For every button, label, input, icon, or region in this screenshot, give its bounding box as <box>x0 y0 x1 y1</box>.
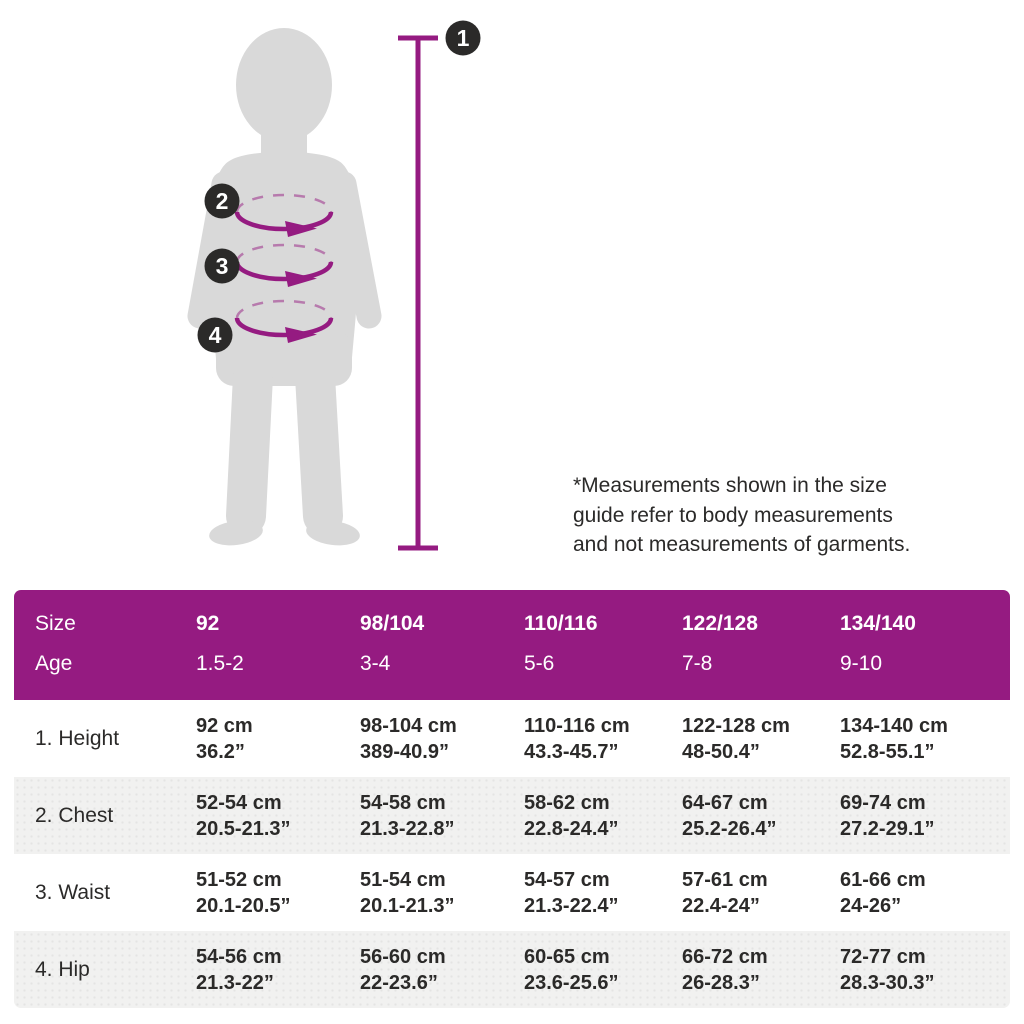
hip-size5: 72-77 cm 28.3-30.3” <box>840 945 935 994</box>
marker-3-icon: 3 <box>204 248 240 284</box>
age-header-row: Age 1.5-2 3-4 5-6 7-8 9-10 <box>14 645 1010 683</box>
waist-row-label: 3. Waist <box>35 880 111 904</box>
height-size3: 110-116 cm 43.3-45.7” <box>524 714 630 763</box>
chest-size1: 52-54 cm 20.5-21.3” <box>196 791 291 840</box>
table-row-height: 1. Height 92 cm 36.2” 98-104 cm 389-40.9… <box>14 700 1010 777</box>
waist-size4: 57-61 cm 22.4-24” <box>682 868 768 917</box>
hip-size4: 66-72 cm 26-28.3” <box>682 945 768 994</box>
hip-size3: 60-65 cm 23.6-25.6” <box>524 945 619 994</box>
age-col-3: 5-6 <box>524 652 555 675</box>
table-row-chest: 2. Chest 52-54 cm 20.5-21.3” 54-58 cm 21… <box>14 777 1010 854</box>
age-col-4: 7-8 <box>682 652 713 675</box>
chest-size5: 69-74 cm 27.2-29.1” <box>840 791 935 840</box>
table-row-hip: 4. Hip 54-56 cm 21.3-22” 56-60 cm 22-23.… <box>14 931 1010 1008</box>
hip-size2: 56-60 cm 22-23.6” <box>360 945 446 994</box>
marker-1-icon: 1 <box>445 20 481 56</box>
size-col-5: 134/140 <box>840 612 916 635</box>
size-col-1: 92 <box>196 612 220 635</box>
hip-size1: 54-56 cm 21.3-22” <box>196 945 282 994</box>
child-silhouette-icon <box>187 28 382 546</box>
chest-row-label: 2. Chest <box>35 803 114 827</box>
chest-measurement-ellipse <box>234 193 334 237</box>
age-header-label: Age <box>35 652 73 675</box>
age-col-1: 1.5-2 <box>196 652 244 675</box>
marker-1-label: 1 <box>457 25 470 51</box>
height-size2: 98-104 cm 389-40.9” <box>360 714 457 763</box>
chest-size2: 54-58 cm 21.3-22.8” <box>360 791 455 840</box>
marker-3-label: 3 <box>216 253 229 279</box>
height-size4: 122-128 cm 48-50.4” <box>682 714 790 763</box>
hip-measurement-ellipse <box>234 299 334 343</box>
height-size1: 92 cm 36.2” <box>196 714 253 763</box>
table-header: Size 92 98/104 110/116 122/128 134/140 A… <box>14 590 1010 700</box>
height-measurement-line <box>398 35 438 551</box>
age-col-2: 3-4 <box>360 652 391 675</box>
chest-size4: 64-67 cm 25.2-26.4” <box>682 791 777 840</box>
age-col-5: 9-10 <box>840 652 883 675</box>
marker-4-icon: 4 <box>197 317 233 353</box>
size-guide-table: Size 92 98/104 110/116 122/128 134/140 A… <box>14 590 1010 1008</box>
size-col-4: 122/128 <box>682 612 758 635</box>
hip-row-label: 4. Hip <box>35 957 90 981</box>
waist-size1: 51-52 cm 20.1-20.5” <box>196 868 291 917</box>
height-size5: 134-140 cm 52.8-55.1” <box>840 714 948 763</box>
marker-2-label: 2 <box>216 188 229 214</box>
size-col-3: 110/116 <box>524 612 598 635</box>
waist-size2: 51-54 cm 20.1-21.3” <box>360 868 455 917</box>
waist-measurement-ellipse <box>234 243 334 287</box>
chest-size3: 58-62 cm 22.8-24.4” <box>524 791 619 840</box>
measurement-note: *Measurements shown in the size guide re… <box>573 474 911 556</box>
waist-size3: 54-57 cm 21.3-22.4” <box>524 868 619 917</box>
size-header-label: Size <box>35 612 76 635</box>
waist-size5: 61-66 cm 24-26” <box>840 868 926 917</box>
marker-2-icon: 2 <box>204 183 240 219</box>
size-header-row: Size 92 98/104 110/116 122/128 134/140 <box>14 605 1010 643</box>
height-row-label: 1. Height <box>35 726 120 750</box>
marker-4-label: 4 <box>209 322 222 348</box>
size-col-2: 98/104 <box>360 612 425 635</box>
measurement-diagram: 1 2 3 4 <box>187 20 481 551</box>
table-row-waist: 3. Waist 51-52 cm 20.1-20.5” 51-54 cm 20… <box>14 854 1010 931</box>
